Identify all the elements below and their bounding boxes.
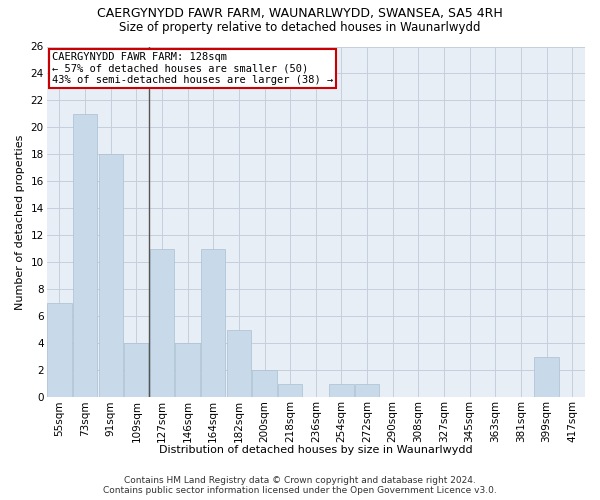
Bar (355, 384, 379, 398)
Bar (150, 249, 174, 398)
Bar (175, 344, 200, 398)
Bar (253, 370, 277, 398)
Bar (47, 303, 71, 398)
Text: CAERGYNYDD FAWR FARM, WAUNARLWYDD, SWANSEA, SA5 4RH: CAERGYNYDD FAWR FARM, WAUNARLWYDD, SWANS… (97, 8, 503, 20)
Bar (73, 114, 97, 398)
Bar (329, 384, 353, 398)
Bar (124, 344, 148, 398)
Bar (278, 384, 302, 398)
Bar (227, 330, 251, 398)
X-axis label: Distribution of detached houses by size in Waunarlwydd: Distribution of detached houses by size … (159, 445, 473, 455)
Text: CAERGYNYDD FAWR FARM: 128sqm
← 57% of detached houses are smaller (50)
43% of se: CAERGYNYDD FAWR FARM: 128sqm ← 57% of de… (52, 52, 333, 85)
Y-axis label: Number of detached properties: Number of detached properties (15, 134, 25, 310)
Bar (98, 154, 123, 398)
Bar (201, 249, 226, 398)
Text: Size of property relative to detached houses in Waunarlwydd: Size of property relative to detached ho… (119, 21, 481, 34)
Text: Contains HM Land Registry data © Crown copyright and database right 2024.
Contai: Contains HM Land Registry data © Crown c… (103, 476, 497, 495)
Bar (535, 357, 559, 398)
